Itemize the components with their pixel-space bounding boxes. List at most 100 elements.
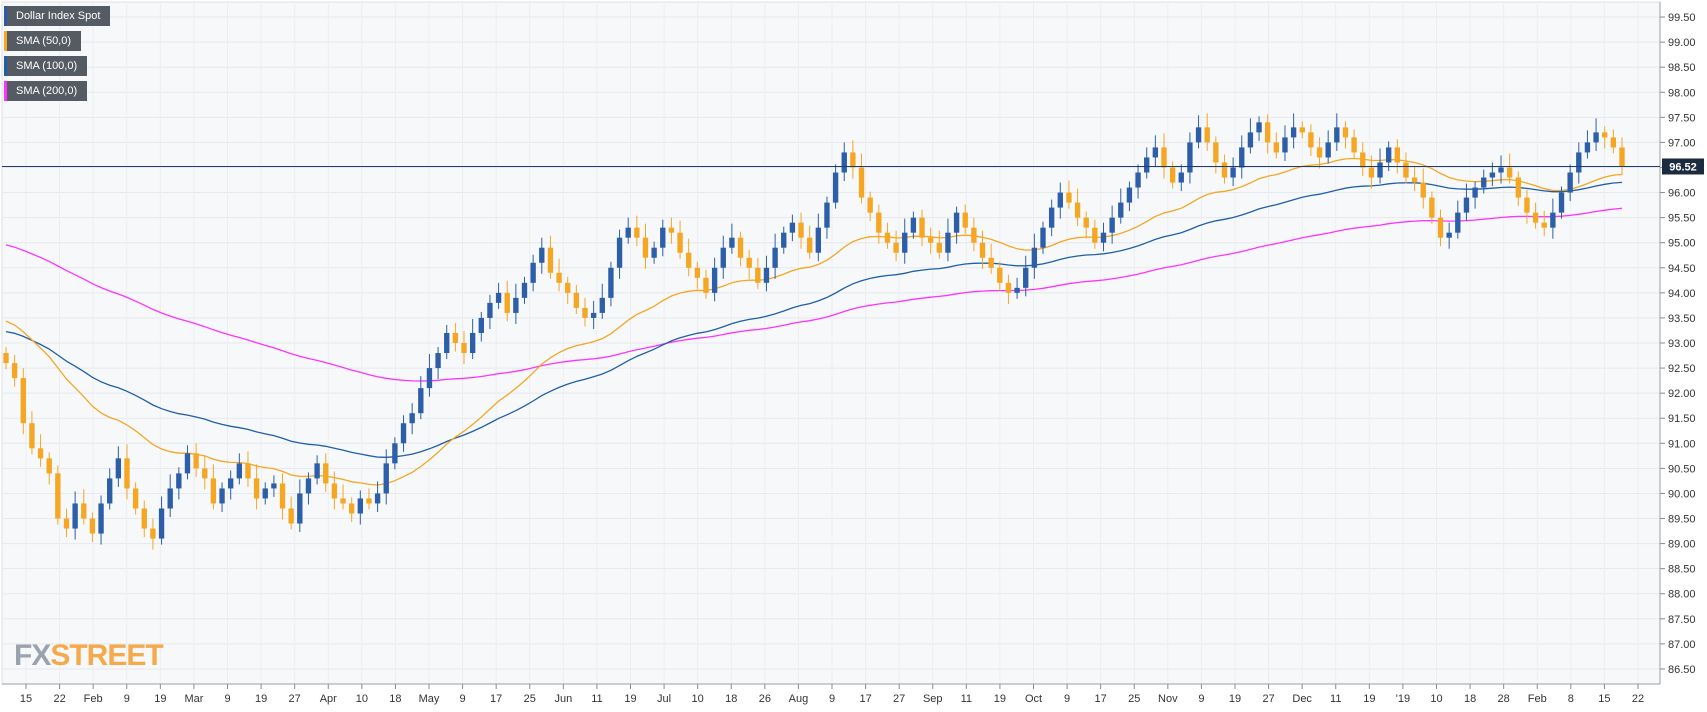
- candle-body: [504, 292, 510, 313]
- candle-body: [1558, 192, 1565, 213]
- candle-body: [11, 363, 18, 379]
- candle-body: [124, 458, 130, 489]
- x-tick-label: 10: [692, 693, 704, 705]
- candle-body: [893, 242, 899, 253]
- candle-body: [452, 332, 459, 343]
- candle-body: [1472, 187, 1478, 198]
- candle-body: [547, 247, 554, 273]
- legend-item-sma-200: SMA (200,0): [4, 81, 88, 101]
- candle-body: [1083, 217, 1089, 228]
- candle-body: [29, 423, 35, 449]
- candle-body: [642, 237, 649, 258]
- candle-body: [746, 257, 752, 268]
- candle-body: [1126, 187, 1133, 203]
- candle-body: [1282, 137, 1288, 153]
- candle-body: [711, 267, 718, 293]
- y-tick-label: 98.50: [1668, 62, 1696, 74]
- candle-body: [945, 232, 951, 253]
- candle-body: [1385, 147, 1392, 163]
- x-tick-label: 9: [224, 693, 230, 705]
- candle-body: [1316, 147, 1323, 158]
- x-tick-label: 17: [859, 693, 871, 705]
- x-tick-label: 18: [725, 693, 737, 705]
- candle-body: [1169, 167, 1176, 183]
- candle-body: [1178, 172, 1184, 183]
- candle-body: [1109, 217, 1115, 233]
- candle-body: [63, 518, 70, 529]
- y-tick-label: 99.50: [1668, 12, 1696, 24]
- candle-body: [3, 353, 9, 364]
- candle-body: [219, 488, 225, 504]
- x-tick-label: 25: [524, 693, 536, 705]
- candle-body: [1524, 197, 1530, 213]
- x-tick-label: 19: [154, 693, 166, 705]
- candle-body: [677, 232, 683, 253]
- candle-body: [1256, 122, 1262, 133]
- x-tick-label: 18: [1464, 693, 1476, 705]
- candle-body: [107, 478, 113, 504]
- candle-body: [305, 478, 312, 494]
- candle-body: [210, 478, 217, 504]
- candle-body: [1023, 267, 1029, 288]
- candle-body: [167, 488, 173, 509]
- y-tick-label: 86.50: [1668, 664, 1696, 676]
- y-tick-label: 93.00: [1668, 338, 1696, 350]
- candle-body: [366, 498, 372, 504]
- legend-swatch: [4, 81, 7, 101]
- candle-body: [1290, 127, 1297, 138]
- legend-item-sma-100: SMA (100,0): [4, 56, 88, 76]
- y-tick-label: 93.50: [1668, 313, 1696, 325]
- candle-body: [81, 503, 87, 519]
- x-tick-label: 26: [759, 693, 771, 705]
- y-tick-label: 89.00: [1668, 539, 1696, 551]
- y-tick-label: 95.50: [1668, 213, 1696, 225]
- candle-body: [1066, 192, 1072, 203]
- candle-body: [979, 242, 986, 258]
- legend-swatch: [4, 56, 7, 76]
- candle-body: [1481, 177, 1487, 188]
- candle-body: [781, 232, 787, 248]
- candle-body: [98, 503, 104, 534]
- candle-body: [1014, 287, 1020, 293]
- legend-swatch: [4, 6, 7, 26]
- candle-body: [1394, 147, 1400, 163]
- candle-body: [1403, 162, 1409, 178]
- candle-body: [409, 413, 415, 424]
- x-tick-label: '19: [1396, 693, 1410, 705]
- candle-body: [176, 473, 182, 489]
- candle-body: [1265, 122, 1271, 143]
- candle-body: [634, 227, 640, 238]
- candle-body: [1308, 132, 1314, 148]
- fxstreet-logo: FXSTREET: [14, 641, 164, 671]
- candle-body: [832, 172, 839, 203]
- candle-body: [444, 332, 450, 354]
- candle-body: [1204, 127, 1210, 143]
- x-tick-label: Dec: [1292, 693, 1312, 705]
- candle-body: [1342, 127, 1349, 138]
- sma-50-line: [5, 157, 1623, 486]
- candle-body: [772, 247, 778, 268]
- candle-body: [651, 247, 657, 258]
- candle-body: [582, 307, 588, 318]
- candle-body: [20, 378, 26, 424]
- candle-body: [1377, 162, 1383, 178]
- candle-body: [297, 493, 303, 524]
- candle-body: [902, 232, 908, 253]
- candle-body: [608, 267, 614, 298]
- candle-body: [469, 332, 476, 354]
- candle-body: [487, 302, 493, 318]
- candle-body: [910, 217, 917, 233]
- candle-body: [46, 458, 52, 474]
- y-tick-label: 92.50: [1668, 363, 1696, 375]
- x-tick-label: 18: [389, 693, 401, 705]
- x-tick-label: 27: [1262, 693, 1274, 705]
- candle-body: [1463, 197, 1470, 213]
- candle-body: [1230, 167, 1236, 178]
- candle-body: [1005, 282, 1012, 293]
- candle-body: [1550, 212, 1556, 228]
- candle-body: [729, 237, 735, 248]
- legend-item-dollar-index: Dollar Index Spot: [4, 6, 111, 26]
- candle-body: [1532, 212, 1539, 223]
- candle-body: [884, 232, 891, 243]
